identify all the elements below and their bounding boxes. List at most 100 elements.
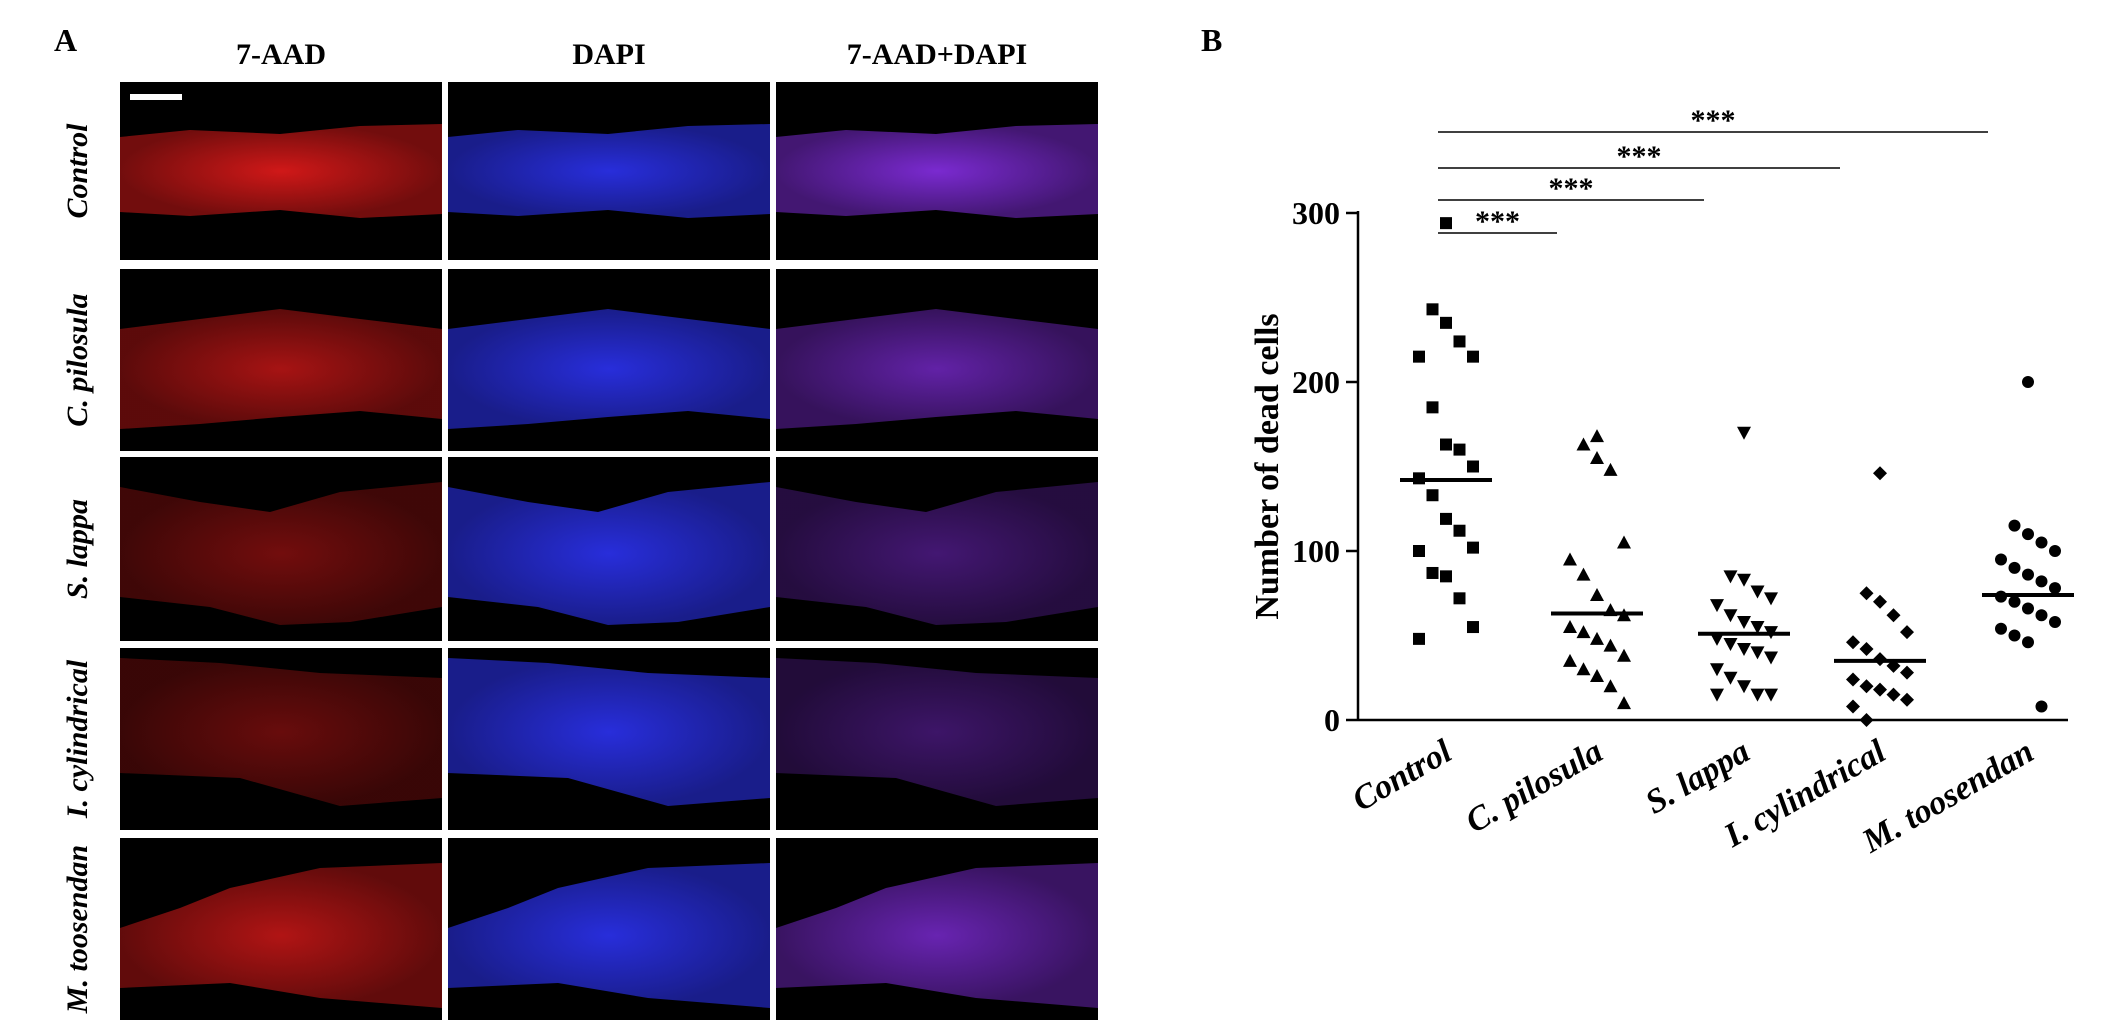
data-point-circle — [1995, 622, 2007, 635]
data-point-triangle-down — [1723, 671, 1738, 685]
micrograph-i-cylindrical-7-aad — [120, 648, 442, 830]
tissue-region — [120, 309, 442, 429]
micrograph-s-lappa-dapi — [448, 457, 770, 641]
micrograph-s-lappa-7-aad — [120, 457, 442, 641]
data-point-triangle-down — [1710, 688, 1724, 702]
data-point-triangle-up — [1617, 696, 1631, 710]
significance-label: *** — [1549, 172, 1594, 205]
data-point-circle — [2022, 602, 2034, 615]
data-point-square — [1440, 438, 1452, 451]
data-point-square — [1467, 621, 1479, 634]
y-tick-label: 0 — [1324, 702, 1340, 738]
data-point-circle — [1995, 553, 2007, 566]
data-point-triangle-down — [1710, 599, 1724, 613]
data-point-triangle-up — [1563, 620, 1577, 634]
tissue-region — [776, 482, 1098, 625]
micrograph-c-pilosula-dapi — [448, 269, 770, 451]
data-point-square — [1426, 489, 1439, 502]
data-point-diamond — [1846, 635, 1860, 650]
data-point-circle — [2022, 376, 2034, 388]
data-point-circle — [2008, 519, 2021, 532]
data-point-triangle-down — [1750, 621, 1765, 635]
tissue-region — [120, 124, 442, 218]
data-point-triangle-down — [1710, 632, 1724, 646]
data-point-triangle-down — [1737, 573, 1751, 587]
data-point-triangle-up — [1603, 679, 1618, 693]
y-tick-label: 200 — [1292, 364, 1340, 400]
tissue-region — [120, 658, 442, 806]
micrograph-i-cylindrical-7-aad-dapi — [776, 648, 1098, 830]
y-tick-label: 100 — [1292, 533, 1340, 569]
data-point-square — [1413, 350, 1425, 363]
data-point-square — [1426, 401, 1439, 414]
micrograph-control-7-aad-dapi — [776, 82, 1098, 260]
y-axis-label: Number of dead cells — [1249, 313, 1286, 619]
data-point-diamond — [1873, 594, 1887, 609]
data-point-triangle-up — [1576, 437, 1591, 451]
data-point-triangle-up — [1617, 648, 1631, 662]
data-point-triangle-up — [1563, 552, 1577, 566]
tissue-region — [776, 124, 1098, 218]
data-point-circle — [2008, 595, 2021, 608]
panel-a-letter: A — [54, 22, 78, 58]
data-point-circle — [2008, 561, 2021, 574]
tissue-region — [448, 124, 770, 218]
data-point-circle — [2022, 568, 2034, 581]
data-point-square — [1440, 217, 1452, 230]
data-point-diamond — [1859, 586, 1874, 601]
significance-label: *** — [1617, 140, 1662, 173]
data-point-triangle-up — [1590, 631, 1604, 645]
data-point-triangle-down — [1723, 570, 1738, 584]
data-point-square — [1453, 524, 1466, 537]
panel-b-letter: B — [1201, 22, 1223, 58]
data-point-diamond — [1873, 682, 1887, 697]
data-point-triangle-up — [1576, 625, 1591, 639]
dead-cells-chart: 0 100 200 300 Number of dead cells Control C. … — [1249, 104, 2074, 861]
row-label-c-pilosula: C. pilosula — [61, 293, 94, 427]
scale-bar — [130, 94, 182, 100]
x-category-label: S. lappa — [1639, 733, 1756, 822]
row-label-m-toosendan: M. toosendan — [61, 844, 94, 1014]
tissue-region — [448, 658, 770, 806]
data-point-triangle-up — [1590, 429, 1604, 443]
data-point-diamond — [1886, 687, 1901, 702]
tissue-region — [776, 658, 1098, 806]
data-point-triangle-up — [1617, 535, 1631, 549]
data-point-triangle-down — [1764, 592, 1778, 606]
data-point-triangle-down — [1737, 615, 1751, 629]
data-point-triangle-down — [1723, 637, 1738, 651]
data-point-triangle-up — [1603, 462, 1618, 476]
data-point-circle — [2022, 636, 2034, 649]
data-point-square — [1426, 303, 1439, 316]
row-label-s-lappa: S. lappa — [61, 498, 94, 600]
column-header-dapi: DAPI — [572, 38, 646, 71]
micrograph-m-toosendan-dapi — [448, 838, 770, 1020]
data-point-circle — [2049, 545, 2061, 557]
data-point-triangle-up — [1590, 587, 1604, 601]
tissue-region — [120, 863, 442, 1008]
column-header-7-aad-dapi: 7-AAD+DAPI — [846, 38, 1028, 71]
data-point-square — [1453, 443, 1466, 456]
data-point-triangle-down — [1737, 643, 1751, 657]
data-point-diamond — [1859, 679, 1874, 694]
data-point-triangle-down — [1764, 651, 1778, 665]
data-point-circle — [2035, 575, 2048, 588]
data-point-triangle-up — [1576, 662, 1591, 676]
tissue-region — [448, 863, 770, 1008]
micrograph-i-cylindrical-dapi — [448, 648, 770, 830]
data-point-circle — [2035, 700, 2048, 713]
data-point-diamond — [1846, 672, 1860, 687]
data-point-square — [1440, 512, 1452, 525]
data-point-square — [1413, 632, 1425, 645]
data-point-triangle-up — [1590, 451, 1604, 465]
data-point-circle — [2049, 615, 2061, 628]
data-point-triangle-up — [1603, 638, 1618, 652]
x-category-label: C. pilosula — [1460, 733, 1609, 841]
data-point-diamond — [1900, 625, 1914, 640]
micrograph-control-7-aad — [120, 82, 442, 260]
data-point-circle — [2035, 609, 2048, 622]
significance-label: *** — [1475, 205, 1520, 238]
data-point-triangle-down — [1737, 426, 1751, 440]
data-point-diamond — [1900, 692, 1914, 707]
data-point-square — [1426, 566, 1439, 579]
